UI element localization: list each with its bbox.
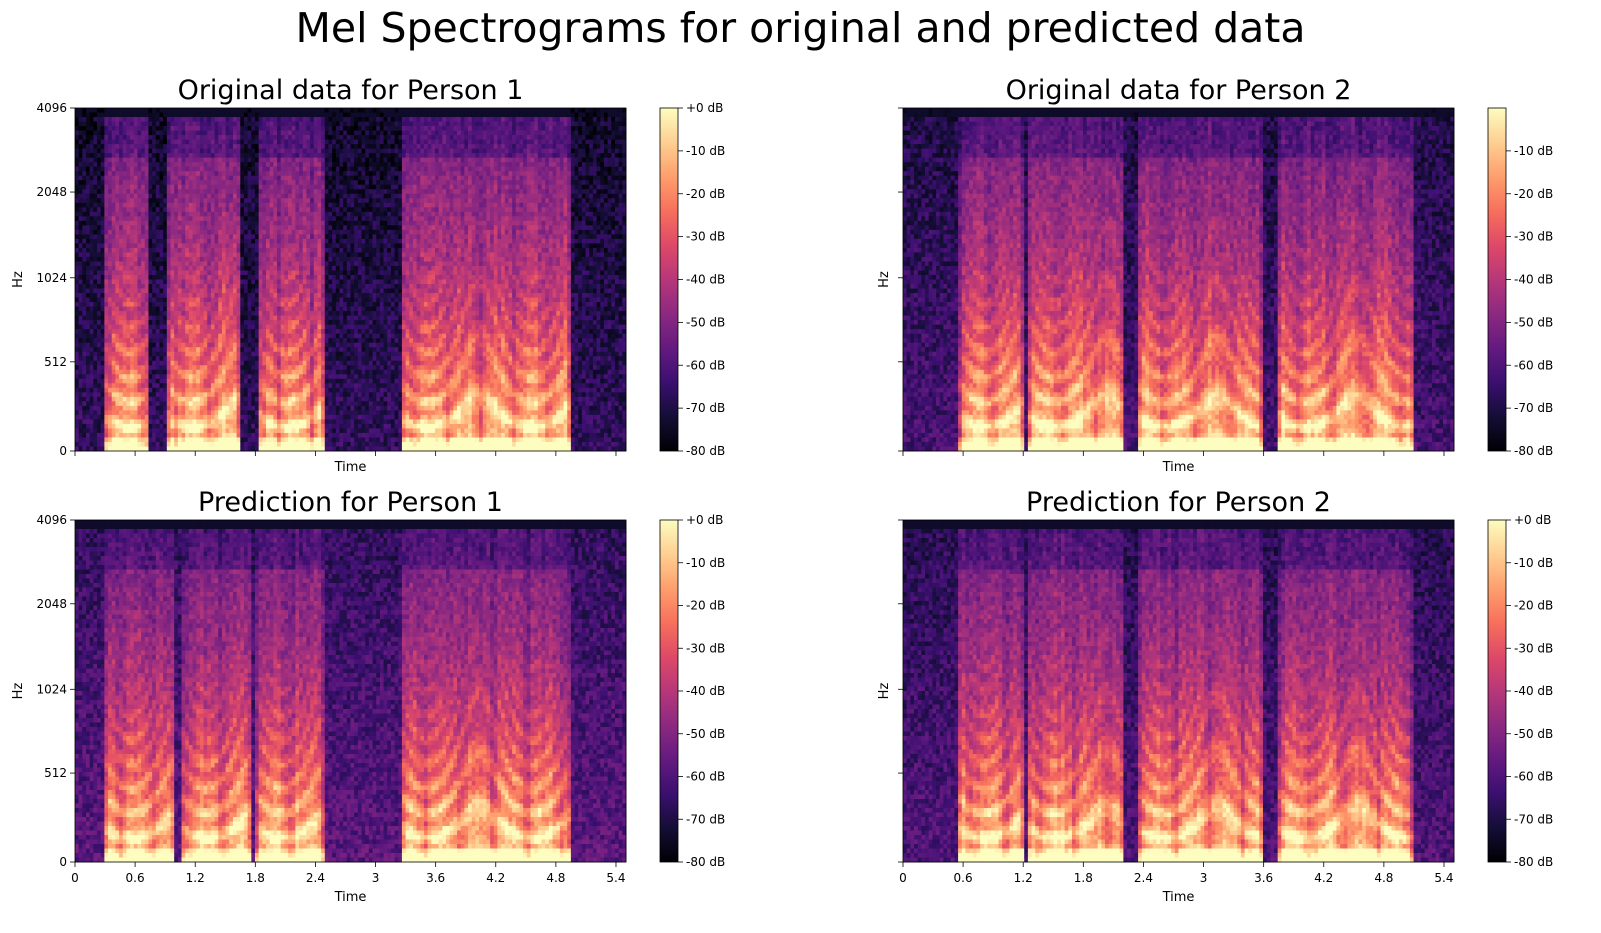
spectrogram-panel-4: Prediction for Person 2 0 0.6 1.2 1.8 2.4 3 3.6… — [877, 487, 1553, 905]
x-axis-label: Time — [334, 890, 367, 905]
x-tick-label: 4.8 — [1374, 871, 1393, 885]
x-tick-label: 0 — [899, 871, 907, 885]
colorbar-tick-label: -60 dB — [686, 770, 725, 784]
y-tick-label: 0 — [59, 855, 67, 869]
colorbar-tick-label: +0 dB — [1514, 513, 1551, 527]
colorbar-tick-label: -10 dB — [686, 556, 725, 570]
colorbar-tick-label: -40 dB — [686, 684, 725, 698]
x-tick-label: 3 — [1200, 871, 1208, 885]
colorbar-tick-label: -80 dB — [686, 444, 725, 458]
x-tick-label: 4.8 — [546, 871, 565, 885]
colorbar: +0 dB -10 dB -20 dB -30 dB -40 dB -50 dB -60 d… — [1488, 513, 1553, 869]
x-tick-label: 0.6 — [954, 871, 973, 885]
colorbar-tick-label: -70 dB — [686, 812, 725, 826]
x-axis-label: Time — [1162, 460, 1195, 475]
colorbar-gradient — [1488, 108, 1506, 451]
x-axis-label: Time — [334, 460, 367, 475]
heatmap — [903, 520, 1454, 862]
x-axis-label: Time — [1162, 890, 1195, 905]
y-tick-label: 1024 — [36, 682, 67, 696]
colorbar-tick-label: -80 dB — [1514, 855, 1553, 869]
colorbar-tick-label: -70 dB — [1514, 401, 1553, 415]
spectrogram-panel-2: Original data for Person 2 Time Hz -10 dB -2… — [877, 75, 1553, 475]
x-tick-label: 1.8 — [1074, 871, 1093, 885]
y-tick-label: 2048 — [36, 185, 67, 199]
x-tick-label: 2.4 — [306, 871, 325, 885]
colorbar-tick-label: -20 dB — [686, 599, 725, 613]
colorbar-tick-label: -20 dB — [1514, 599, 1553, 613]
colorbar-gradient — [660, 520, 678, 862]
y-axis-label: Hz — [11, 683, 26, 700]
colorbar-tick-label: -20 dB — [686, 187, 725, 201]
colorbar-tick-label: -70 dB — [1514, 812, 1553, 826]
colorbar-tick-label: -40 dB — [1514, 684, 1553, 698]
colorbar-tick-label: -10 dB — [1514, 556, 1553, 570]
colorbar-tick-label: -80 dB — [1514, 444, 1553, 458]
x-tick-label: 5.4 — [1434, 871, 1453, 885]
colorbar-tick-label: -60 dB — [1514, 770, 1553, 784]
x-tick-label: 5.4 — [606, 871, 625, 885]
colorbar-tick-label: -40 dB — [686, 273, 725, 287]
panel-title: Original data for Person 1 — [178, 75, 524, 106]
colorbar-tick-label: +0 dB — [686, 101, 723, 115]
colorbar-tick-label: -50 dB — [686, 315, 725, 329]
spectrogram-panel-3: Prediction for Person 1 0 512 1024 2048 4096 0… — [11, 487, 725, 905]
colorbar-tick-label: -80 dB — [686, 855, 725, 869]
y-tick-label: 512 — [44, 355, 67, 369]
heatmap — [75, 108, 626, 451]
x-tick-label: 3.6 — [426, 871, 445, 885]
colorbar-tick-label: -40 dB — [1514, 273, 1553, 287]
heatmap — [75, 520, 626, 862]
colorbar-tick-label: -60 dB — [686, 358, 725, 372]
colorbar-gradient — [660, 108, 678, 451]
x-tick-label: 2.4 — [1134, 871, 1153, 885]
colorbar: -10 dB -20 dB -30 dB -40 dB -50 dB -60 dB -70 … — [1488, 108, 1553, 458]
panel-title: Original data for Person 2 — [1006, 75, 1352, 106]
x-tick-label: 1.2 — [186, 871, 205, 885]
colorbar-tick-label: -50 dB — [686, 727, 725, 741]
x-tick-label: 0.6 — [126, 871, 145, 885]
x-tick-label: 0 — [71, 871, 79, 885]
x-tick-label: 3.6 — [1254, 871, 1273, 885]
y-tick-label: 2048 — [36, 597, 67, 611]
x-tick-label: 1.8 — [246, 871, 265, 885]
x-tick-label: 3 — [372, 871, 380, 885]
heatmap — [903, 108, 1454, 451]
colorbar-tick-label: -10 dB — [1514, 144, 1553, 158]
colorbar-tick-label: -30 dB — [686, 230, 725, 244]
colorbar-tick-label: -30 dB — [1514, 230, 1553, 244]
y-axis-label: Hz — [11, 271, 26, 288]
figure-canvas: Original data for Person 1 0 512 1024 2048 40… — [0, 0, 1601, 933]
colorbar-tick-label: -50 dB — [1514, 315, 1553, 329]
colorbar-tick-label: -30 dB — [686, 641, 725, 655]
y-axis-label: Hz — [877, 271, 892, 288]
colorbar: +0 dB -10 dB -20 dB -30 dB -40 dB -50 dB -60 d… — [660, 101, 725, 458]
colorbar-tick-label: -60 dB — [1514, 358, 1553, 372]
y-tick-label: 4096 — [36, 513, 67, 527]
y-tick-label: 0 — [59, 444, 67, 458]
colorbar: +0 dB -10 dB -20 dB -30 dB -40 dB -50 dB -60 d… — [660, 513, 725, 869]
y-tick-label: 512 — [44, 766, 67, 780]
x-tick-label: 4.2 — [1314, 871, 1333, 885]
colorbar-gradient — [1488, 520, 1506, 862]
colorbar-tick-label: -50 dB — [1514, 727, 1553, 741]
colorbar-tick-label: -20 dB — [1514, 187, 1553, 201]
x-tick-label: 4.2 — [486, 871, 505, 885]
y-axis-label: Hz — [877, 683, 892, 700]
panel-title: Prediction for Person 1 — [198, 487, 503, 518]
x-tick-label: 1.2 — [1014, 871, 1033, 885]
y-tick-label: 4096 — [36, 101, 67, 115]
colorbar-tick-label: -30 dB — [1514, 641, 1553, 655]
colorbar-tick-label: -70 dB — [686, 401, 725, 415]
spectrogram-panel-1: Original data for Person 1 0 512 1024 2048 40… — [11, 75, 725, 475]
y-tick-label: 1024 — [36, 271, 67, 285]
colorbar-tick-label: +0 dB — [686, 513, 723, 527]
panel-title: Prediction for Person 2 — [1026, 487, 1331, 518]
colorbar-tick-label: -10 dB — [686, 144, 725, 158]
